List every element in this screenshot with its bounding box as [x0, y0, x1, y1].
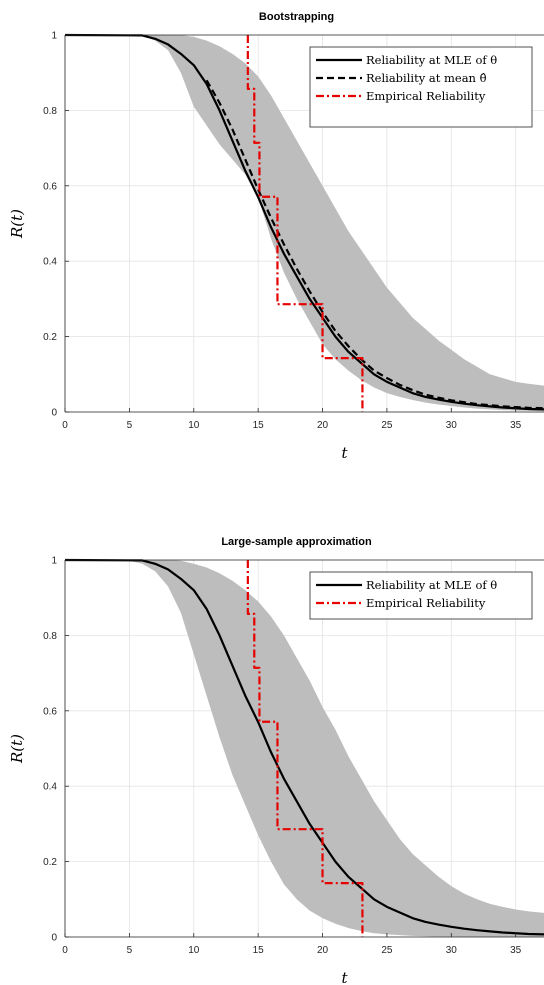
chart-title: Large-sample approximation: [221, 536, 372, 548]
legend-label-3: Empirical Reliability: [366, 89, 486, 103]
x-tick-label: 35: [510, 420, 522, 431]
legend: Reliability at MLE of θ Empirical Reliabi…: [309, 571, 533, 620]
y-tick-label: 1: [51, 31, 57, 42]
y-tick-label: 0.8: [43, 106, 57, 117]
y-tick-label: 0.8: [43, 631, 57, 642]
x-axis-label: t: [341, 969, 348, 985]
y-axis-label: R(t): [8, 734, 26, 764]
series-line-1: [64, 558, 544, 936]
x-tick-label: 20: [317, 945, 329, 956]
x-axis-label: t: [341, 444, 348, 462]
x-tick-label: 25: [381, 945, 393, 956]
confidence-band: [65, 35, 544, 412]
y-tick-label: 0.2: [43, 857, 57, 868]
x-tick-label: 5: [127, 945, 133, 956]
series-line-2: [246, 560, 364, 937]
y-tick-label: 0.6: [43, 706, 57, 717]
y-tick-label: 0.2: [43, 332, 57, 343]
y-tick-label: 1: [51, 556, 57, 567]
y-tick-label: 0.4: [43, 782, 57, 793]
series-line-3: [246, 35, 364, 412]
x-tick-label: 30: [446, 420, 458, 431]
x-tick-label: 0: [62, 945, 68, 956]
x-tick-label: 15: [253, 420, 265, 431]
y-tick-label: 0.6: [43, 181, 57, 192]
legend-label-1: Reliability at MLE of θ: [366, 53, 497, 67]
legend-box: [309, 571, 533, 620]
x-tick-label: 35: [510, 945, 522, 956]
series-line-2: [205, 79, 544, 410]
y-tick-label: 0.4: [43, 257, 57, 268]
x-tick-label: 20: [317, 420, 329, 431]
legend: Reliability at MLE of θ Reliability at me…: [309, 46, 533, 128]
series-line-1: [64, 33, 544, 411]
legend-label-2: Reliability at mean θ̂: [366, 71, 487, 85]
y-axis-label: R(t): [8, 209, 26, 239]
legend-label-2: Empirical Reliability: [366, 596, 486, 610]
x-tick-label: 15: [253, 945, 265, 956]
x-tick-label: 5: [127, 420, 133, 431]
x-tick-label: 30: [446, 945, 458, 956]
legend-label-1: Reliability at MLE of θ: [366, 578, 497, 592]
x-tick-label: 0: [62, 420, 68, 431]
confidence-band: [65, 560, 544, 937]
y-tick-label: 0: [51, 408, 57, 419]
y-tick-label: 0: [51, 933, 57, 944]
x-tick-label: 25: [381, 420, 393, 431]
x-tick-label: 10: [188, 945, 200, 956]
chart-title: Bootstrapping: [259, 11, 334, 23]
chart-panel-2: 0 5 10 15 20 25 30 35 0 0.2 0.4 0.6 0.8 1 Large-sample…: [8, 536, 544, 985]
x-tick-label: 10: [188, 420, 200, 431]
chart-panel-1: 0 5 10 15 20 25 30 35 0 0.2 0.4 0.6 0.8 1 Bootstrappin…: [8, 11, 544, 462]
